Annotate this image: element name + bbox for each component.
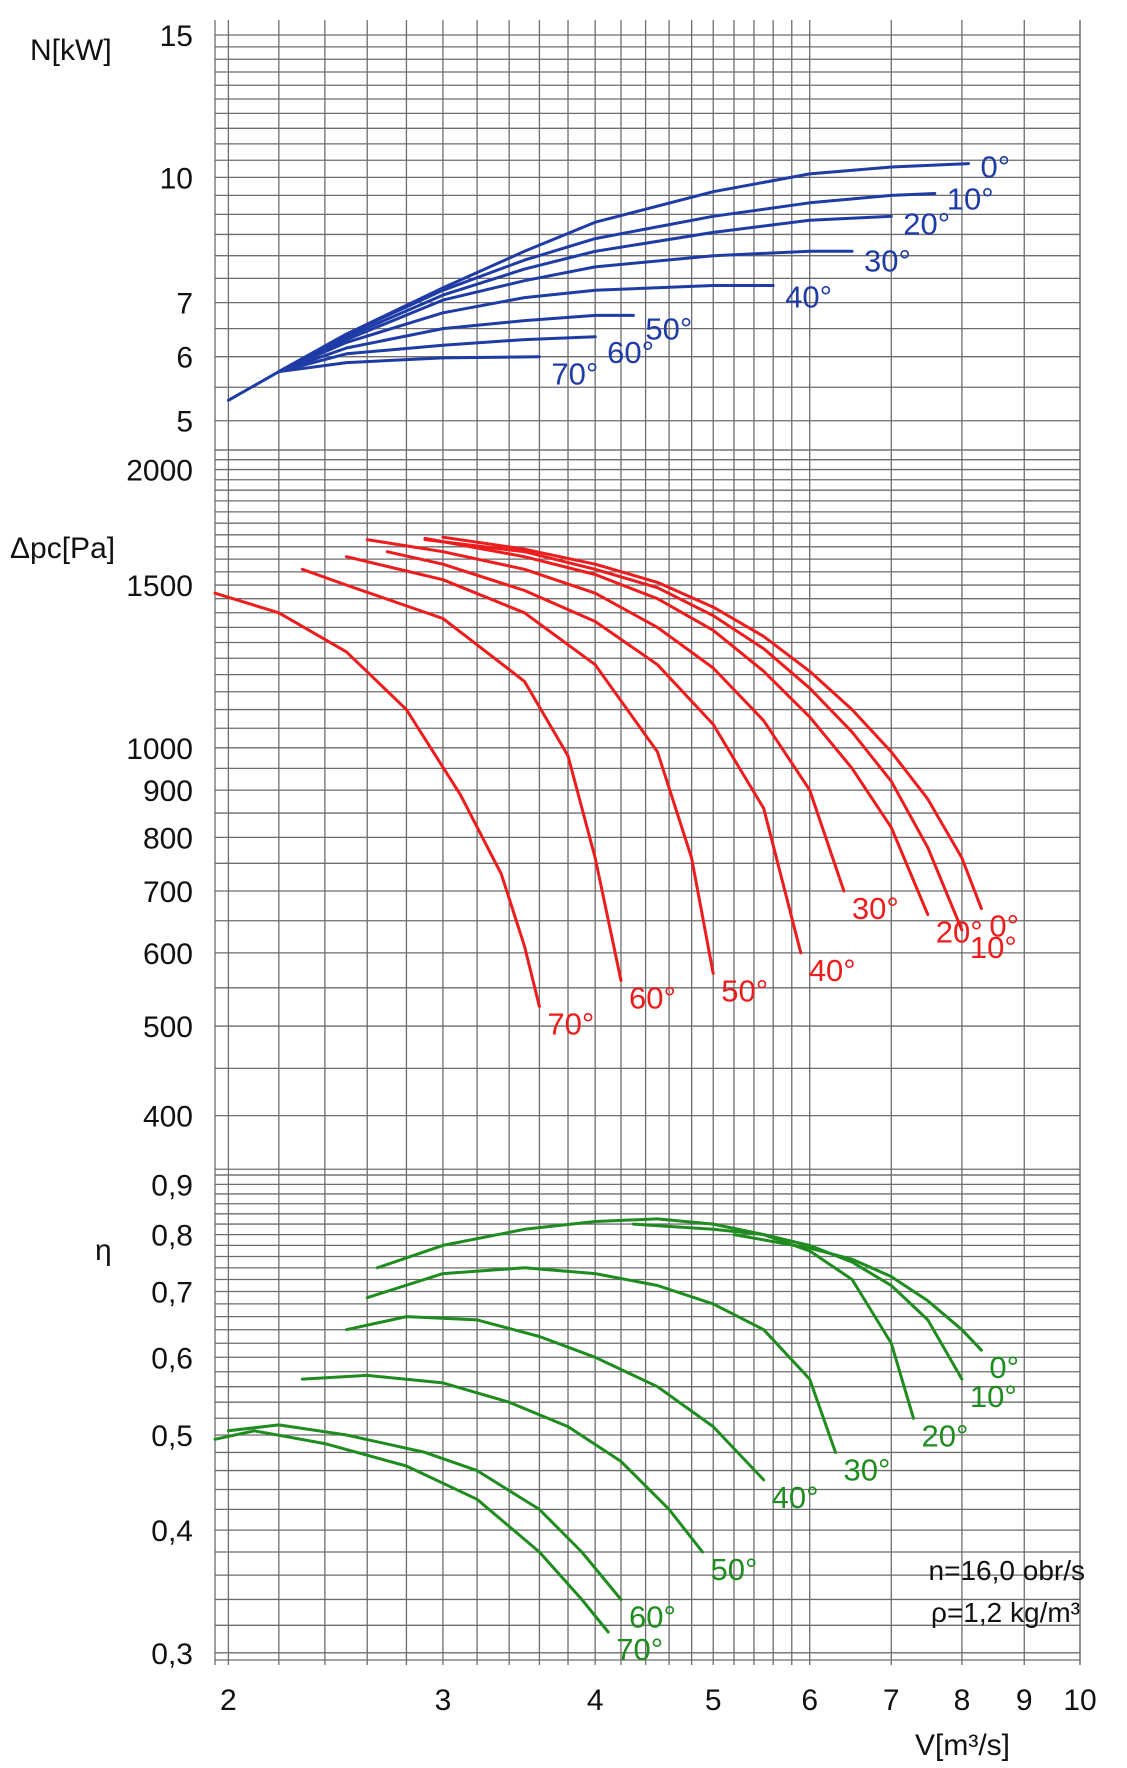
curves [213,162,983,1634]
y-tick-label: 0,8 [151,1220,193,1253]
pressure-curve-label: 20° [936,915,983,950]
pressure-curve-0deg [441,535,983,911]
pressure-curve-label: 60° [629,981,676,1016]
power-curve-label: 30° [864,243,911,278]
efficiency-curve-0deg [732,1233,983,1352]
efficiency-curve-30deg [365,1266,837,1454]
y-tick-label: 0,5 [151,1420,193,1453]
y-tick-label: 400 [143,1101,193,1134]
efficiency-curve-10deg [631,1222,964,1381]
efficiency-curve-40deg [345,1315,766,1482]
efficiency-curve-label: 70° [616,1632,663,1667]
x-tick-label: 8 [954,1684,971,1717]
y-tick-label: 2000 [126,455,193,488]
efficiency-curve-70deg [213,1429,610,1634]
pressure-curve-10deg [423,538,964,932]
pressure-curve-40deg [385,550,803,955]
efficiency-curve-50deg [300,1373,704,1554]
power-curve-label: 10° [947,182,994,217]
power-axis-title: N[kW] [30,34,112,67]
efficiency-curve-label: 20° [921,1418,968,1453]
pressure-curve-50deg [345,555,715,975]
power-curve-10deg [277,192,937,374]
y-tick-label: 15 [160,20,193,53]
pressure-curve-60deg [300,567,623,983]
power-curve-label: 40° [785,279,832,314]
y-tick-label: 0,9 [151,1169,193,1202]
power-curve-label: 20° [903,206,950,241]
speed-annotation: n=16,0 obr/s [929,1555,1085,1586]
power-curve-30deg [277,249,854,374]
y-tick-label: 5 [176,406,193,439]
efficiency-curve-60deg [226,1423,623,1601]
y-tick-label: 6 [176,342,193,375]
y-tick-label: 0,4 [151,1515,193,1548]
power-curve-label: 50° [645,311,692,346]
labels: 2 3 4 5 6 7 8 9 1015107650°10°20°30°40°50°60°70°… [126,20,1096,1717]
x-tick-label: 10 [1063,1684,1096,1717]
efficiency-curve-label: 10° [970,1379,1017,1414]
y-tick-label: 1500 [126,570,193,603]
pressure-curve-30deg [365,538,846,893]
power-curve-label: 60° [607,335,654,370]
power-curve-70deg [277,355,541,374]
y-tick-label: 0,6 [151,1342,193,1375]
y-tick-label: 900 [143,775,193,808]
x-tick-label: 9 [1016,1684,1033,1717]
power-curve-20deg [277,214,893,374]
efficiency-curve-label: 30° [844,1452,891,1487]
y-tick-label: 7 [176,288,193,321]
pressure-curve-label: 0° [989,909,1019,944]
power-curve-50deg [277,313,635,374]
efficiency-curve-label: 0° [989,1350,1019,1385]
x-tick-label: 6 [801,1684,818,1717]
x-axis-title: V[m³/s] [915,1729,1010,1762]
density-annotation: ρ=1,2 kg/m³ [931,1597,1080,1628]
pressure-curve-label: 30° [852,891,899,926]
pressure-curve-label: 50° [721,973,768,1008]
pressure-curve-70deg [213,591,541,1008]
y-tick-label: 0,7 [151,1277,193,1310]
pressure-curve-label: 10° [970,930,1017,965]
power-curve-label: 0° [981,150,1011,185]
y-tick-label: 600 [143,938,193,971]
power-curve-label: 70° [551,357,598,392]
y-tick-label: 700 [143,876,193,909]
power-curve-40deg [277,284,775,374]
y-tick-label: 500 [143,1011,193,1044]
x-tick-label: 2 [220,1684,237,1717]
x-tick-label: 5 [705,1684,722,1717]
efficiency-axis-title: η [95,1234,112,1267]
pressure-curve-20deg [423,536,930,917]
y-tick-label: 10 [160,162,193,195]
power-curve-60deg [277,335,597,374]
x-tick-label: 3 [435,1684,452,1717]
efficiency-curve-label: 60° [629,1599,676,1634]
efficiency-curve-label: 50° [711,1552,758,1587]
pressure-axis-title: Δpc[Pa] [10,532,115,565]
x-tick-label: 7 [883,1684,900,1717]
y-tick-label: 0,3 [151,1638,193,1671]
x-tick-label: 4 [587,1684,604,1717]
y-tick-label: 800 [143,822,193,855]
pressure-curve-label: 40° [809,953,856,988]
pressure-curve-label: 70° [547,1006,594,1041]
y-tick-label: 1000 [126,733,193,766]
efficiency-curve-label: 40° [772,1480,819,1515]
efficiency-curve-20deg [375,1217,915,1420]
